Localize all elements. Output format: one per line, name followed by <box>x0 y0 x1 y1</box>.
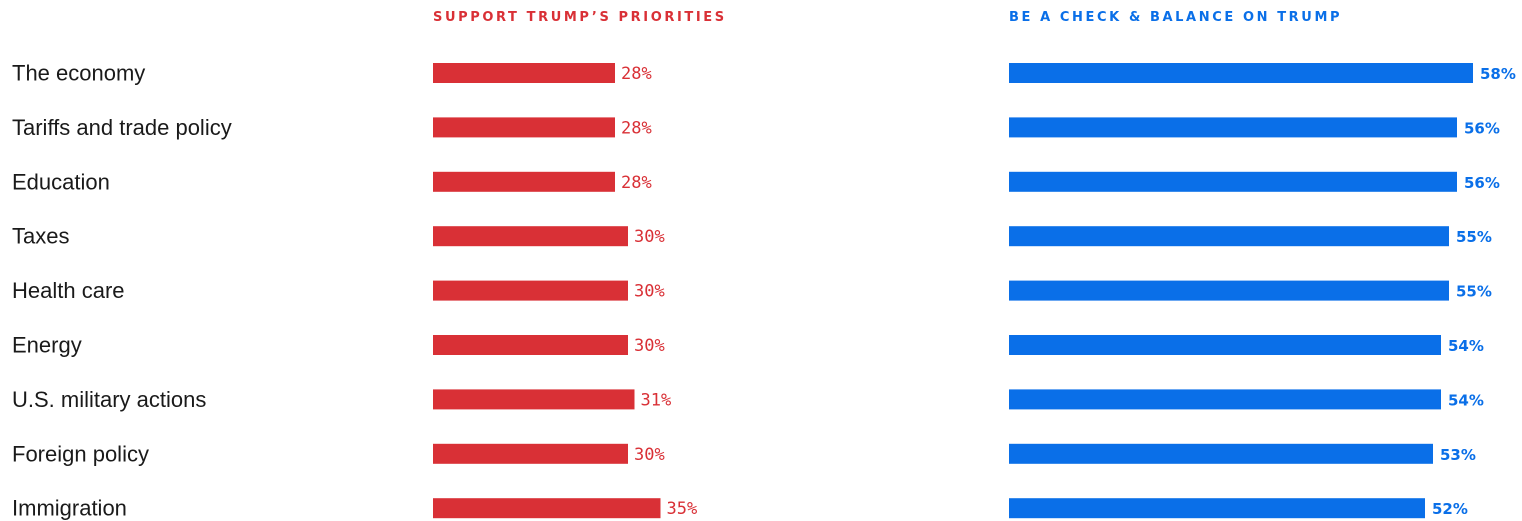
bar <box>1009 443 1433 464</box>
bar <box>1009 498 1425 519</box>
category-label: U.S. military actions <box>12 387 206 412</box>
category-label: The economy <box>12 61 145 86</box>
bar <box>1009 171 1457 192</box>
bar <box>1009 63 1473 83</box>
data-label: 58% <box>1480 65 1516 83</box>
bar <box>433 335 628 355</box>
data-label: 53% <box>1440 446 1476 464</box>
data-label: 55% <box>1456 283 1492 301</box>
series-header: SUPPORT TRUMP’S PRIORITIES <box>433 10 727 25</box>
data-label: 30% <box>634 336 665 356</box>
data-label: 31% <box>641 390 672 410</box>
data-label: 55% <box>1456 228 1492 246</box>
data-label: 30% <box>634 282 665 302</box>
category-label: Health care <box>12 278 125 303</box>
data-label: 54% <box>1448 337 1484 355</box>
data-label: 54% <box>1448 391 1484 409</box>
bar <box>1009 389 1441 410</box>
bar <box>433 498 661 519</box>
data-label: 52% <box>1432 500 1468 518</box>
category-label: Education <box>12 169 110 194</box>
bar <box>433 117 615 138</box>
bar <box>1009 280 1449 301</box>
data-label: 30% <box>634 227 665 247</box>
bar <box>1009 226 1449 247</box>
bar <box>433 280 628 301</box>
bar <box>1009 335 1441 355</box>
data-label: 35% <box>667 499 698 519</box>
category-label: Foreign policy <box>12 441 149 466</box>
category-label: Taxes <box>12 224 69 249</box>
data-label: 28% <box>621 173 652 193</box>
bar <box>433 389 635 410</box>
category-label: Energy <box>12 333 82 358</box>
data-label: 56% <box>1464 174 1500 192</box>
data-label: 30% <box>634 445 665 465</box>
bar <box>433 443 628 464</box>
category-label: Immigration <box>12 496 127 521</box>
data-label: 28% <box>621 64 652 84</box>
bar <box>433 171 615 192</box>
bar <box>433 63 615 83</box>
bar <box>433 226 628 247</box>
bar <box>1009 117 1457 138</box>
series-header: BE A CHECK & BALANCE ON TRUMP <box>1009 10 1342 25</box>
category-label: Tariffs and trade policy <box>12 115 232 140</box>
data-label: 28% <box>621 118 652 138</box>
data-label: 56% <box>1464 119 1500 137</box>
